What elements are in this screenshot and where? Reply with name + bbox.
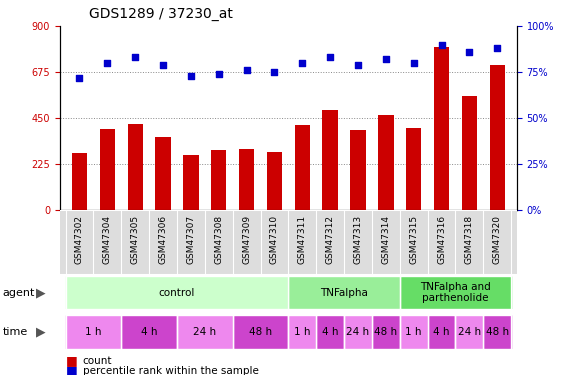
Text: agent: agent	[3, 288, 35, 297]
Bar	[239, 149, 254, 210]
Text: GSM47308: GSM47308	[214, 215, 223, 264]
Bar	[323, 110, 338, 210]
Bar	[72, 153, 87, 210]
Bar	[177, 315, 232, 349]
Point	[381, 56, 391, 62]
Text: ▶: ▶	[37, 326, 46, 338]
Bar	[121, 315, 177, 349]
Point	[270, 69, 279, 75]
Bar	[66, 315, 121, 349]
Text: GSM47306: GSM47306	[159, 215, 167, 264]
Bar	[211, 150, 226, 210]
Bar	[155, 136, 171, 210]
Bar	[456, 315, 483, 349]
Bar	[232, 315, 288, 349]
Bar	[400, 315, 428, 349]
Bar	[483, 315, 511, 349]
Text: ■: ■	[66, 354, 78, 367]
Text: GSM47318: GSM47318	[465, 215, 474, 264]
Bar	[183, 155, 199, 210]
Text: 1 h: 1 h	[405, 327, 422, 337]
Bar	[406, 128, 421, 210]
Point	[297, 60, 307, 66]
Point	[158, 62, 167, 68]
Point	[131, 54, 140, 60]
Text: 1 h: 1 h	[85, 327, 102, 337]
Text: GSM47304: GSM47304	[103, 215, 112, 264]
Text: control: control	[159, 288, 195, 297]
Text: GSM47313: GSM47313	[353, 215, 363, 264]
Text: 4 h: 4 h	[141, 327, 158, 337]
Point	[214, 71, 223, 77]
Bar	[344, 315, 372, 349]
Bar	[267, 152, 282, 210]
Text: 24 h: 24 h	[458, 327, 481, 337]
Point	[493, 45, 502, 51]
Bar	[434, 46, 449, 210]
Text: TNFalpha and
parthenolide: TNFalpha and parthenolide	[420, 282, 491, 303]
Bar	[372, 315, 400, 349]
Text: GSM47311: GSM47311	[298, 215, 307, 264]
Point	[437, 42, 446, 48]
Text: 48 h: 48 h	[374, 327, 397, 337]
Text: GSM47314: GSM47314	[381, 215, 391, 264]
Bar	[288, 276, 400, 309]
Text: 4 h: 4 h	[433, 327, 450, 337]
Bar	[295, 125, 310, 210]
Bar	[428, 315, 456, 349]
Text: GSM47307: GSM47307	[186, 215, 195, 264]
Bar	[400, 276, 511, 309]
Text: GDS1289 / 37230_at: GDS1289 / 37230_at	[89, 7, 232, 21]
Text: GSM47302: GSM47302	[75, 215, 84, 264]
Point	[325, 54, 335, 60]
Bar	[288, 315, 316, 349]
Point	[242, 68, 251, 74]
Text: count: count	[83, 356, 112, 366]
Text: percentile rank within the sample: percentile rank within the sample	[83, 366, 259, 375]
Text: 48 h: 48 h	[249, 327, 272, 337]
Bar	[462, 96, 477, 210]
Point	[75, 75, 84, 81]
Text: GSM47316: GSM47316	[437, 215, 446, 264]
Point	[103, 60, 112, 66]
Text: GSM47310: GSM47310	[270, 215, 279, 264]
Text: GSM47305: GSM47305	[131, 215, 140, 264]
Text: 24 h: 24 h	[347, 327, 369, 337]
Bar	[66, 276, 288, 309]
Text: TNFalpha: TNFalpha	[320, 288, 368, 297]
Bar	[100, 129, 115, 210]
Text: ■: ■	[66, 364, 78, 375]
Text: GSM47312: GSM47312	[325, 215, 335, 264]
Text: time: time	[3, 327, 28, 337]
Text: ▶: ▶	[37, 286, 46, 299]
Text: GSM47320: GSM47320	[493, 215, 502, 264]
Text: 48 h: 48 h	[486, 327, 509, 337]
Text: GSM47309: GSM47309	[242, 215, 251, 264]
Bar	[351, 130, 365, 210]
Bar	[378, 115, 393, 210]
Text: 24 h: 24 h	[193, 327, 216, 337]
Text: 1 h: 1 h	[294, 327, 311, 337]
Point	[465, 49, 474, 55]
Point	[353, 62, 363, 68]
Bar	[489, 65, 505, 210]
Bar	[127, 124, 143, 210]
Bar	[316, 315, 344, 349]
Point	[186, 73, 195, 79]
Text: 4 h: 4 h	[322, 327, 339, 337]
Point	[409, 60, 419, 66]
Text: GSM47315: GSM47315	[409, 215, 418, 264]
